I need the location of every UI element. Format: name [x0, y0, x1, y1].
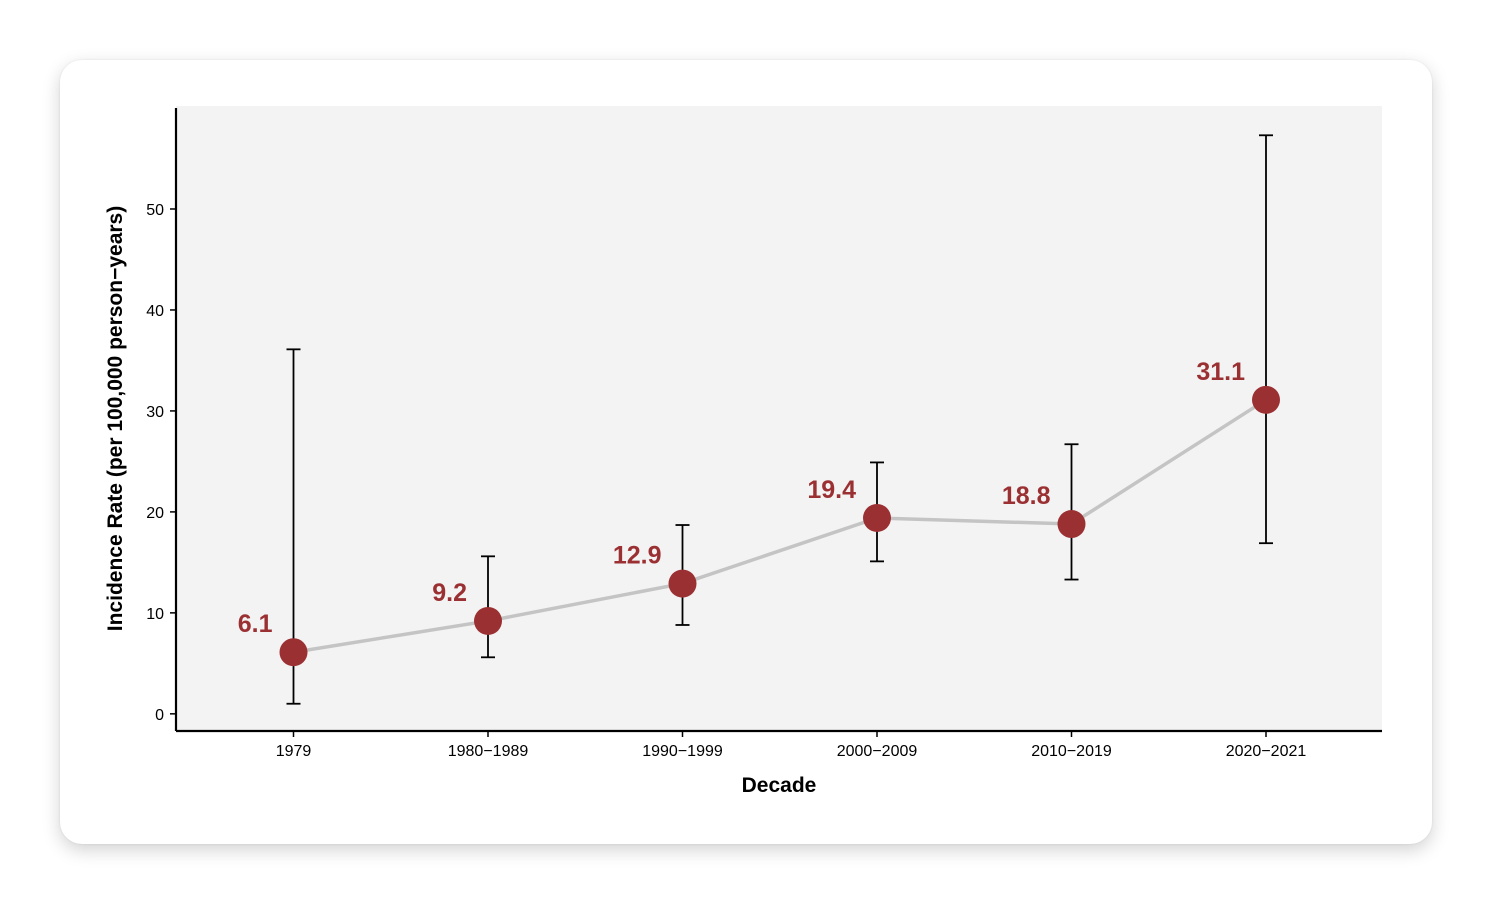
data-point [1252, 385, 1280, 414]
y-tick-label: 0 [155, 707, 164, 724]
chart-card: 0 10 20 30 40 50 1979 1980−1989 1990−1999 2000−2… [60, 60, 1432, 844]
x-tick-label: 1980−1989 [448, 743, 529, 760]
data-label: 6.1 [238, 610, 273, 638]
y-tick-label: 40 [146, 303, 164, 320]
x-tick-label: 2020−2021 [1226, 743, 1307, 760]
error-bar [481, 555, 495, 659]
data-label: 18.8 [1002, 482, 1051, 510]
data-label: 19.4 [807, 476, 856, 504]
data-labels: 6.1 9.2 12.9 19.4 18.8 31.1 [238, 358, 1245, 638]
x-tick-label: 1979 [276, 743, 312, 760]
x-tick-label: 2000−2009 [837, 743, 918, 760]
data-point [863, 503, 891, 532]
x-tick-label: 2010−2019 [1031, 743, 1112, 760]
y-axis: 0 10 20 30 40 50 [146, 108, 178, 731]
plot-panel [176, 106, 1382, 731]
data-point [668, 569, 697, 598]
y-tick-label: 20 [146, 505, 164, 522]
data-point [279, 638, 308, 667]
series-line [293, 398, 1267, 654]
data-point [1057, 510, 1086, 539]
y-tick-label: 50 [146, 202, 164, 219]
data-points [279, 385, 1280, 667]
data-point [474, 606, 502, 635]
error-bar [1259, 134, 1273, 545]
data-label: 12.9 [613, 542, 662, 570]
data-label: 9.2 [432, 579, 467, 607]
x-tick-label: 1990−1999 [642, 743, 723, 760]
data-label: 31.1 [1196, 358, 1245, 386]
y-axis-title: Incidence Rate (per 100,000 person−years… [104, 206, 127, 631]
y-tick-label: 10 [146, 606, 164, 623]
y-tick-label: 30 [146, 404, 164, 421]
x-axis: 1979 1980−1989 1990−1999 2000−2009 2010−2019… [176, 729, 1382, 760]
x-axis-title: Decade [742, 774, 817, 797]
chart: 0 10 20 30 40 50 1979 1980−1989 1990−1999 2000−2… [104, 106, 1382, 797]
